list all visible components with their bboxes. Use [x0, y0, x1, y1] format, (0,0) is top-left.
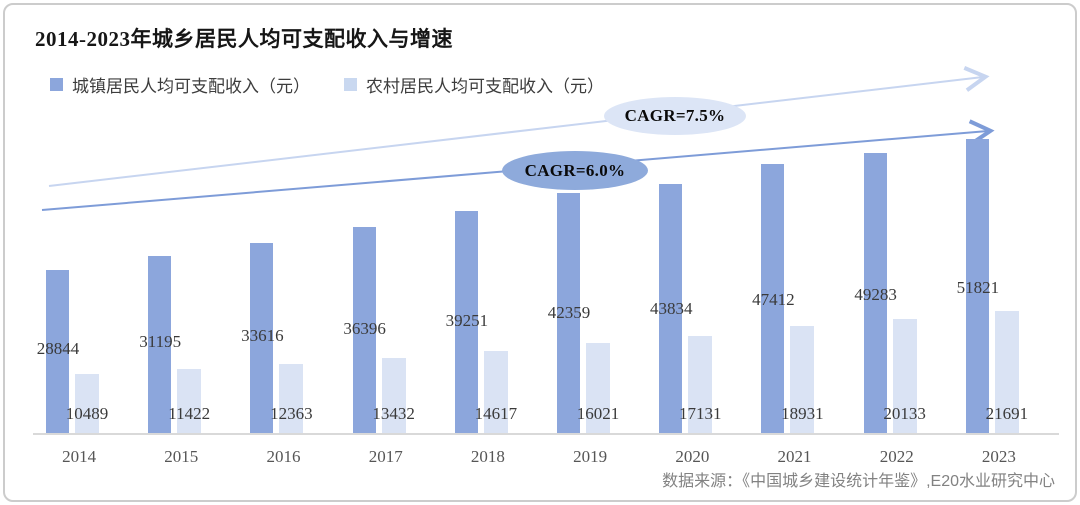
urban-value-label: 39251	[445, 311, 489, 330]
cagr-urban-badge: CAGR=6.0%	[502, 151, 648, 190]
bar-group: 49283 20133	[853, 62, 955, 434]
urban-value-label: 49283	[854, 285, 897, 304]
bar-group: 39251 14617	[444, 62, 546, 434]
bar-group: 43834 17131	[648, 62, 750, 434]
urban-bar	[761, 164, 785, 434]
rural-value-label: 17131	[678, 404, 722, 423]
urban-bar	[659, 184, 683, 434]
chart-title: 2014-2023年城乡居民人均可支配收入与增速	[35, 27, 453, 51]
x-axis-label: 2019	[573, 447, 608, 466]
x-axis-labels: 2014 2015 2016 2017 2018 2019 2020 2021 2022 2023	[35, 447, 1057, 467]
rural-bar	[177, 369, 202, 434]
bar-group: 28844 10489	[35, 62, 137, 434]
x-axis-label: 2022	[879, 447, 914, 466]
rural-value-label: 16021	[576, 404, 620, 423]
urban-bar	[250, 243, 274, 434]
rural-value-label: 14617	[474, 404, 518, 423]
rural-bar	[994, 311, 1019, 434]
bar-group: 33616 12363	[239, 62, 341, 434]
urban-bar	[352, 227, 376, 434]
rural-bar	[688, 336, 713, 434]
rural-value-label: 12363	[270, 404, 313, 423]
x-axis-label: 2020	[675, 447, 710, 466]
rural-bar	[279, 364, 304, 434]
urban-value-label: 33616	[241, 326, 284, 345]
rural-value-label: 13432	[372, 404, 415, 423]
urban-bar	[46, 270, 69, 434]
urban-value-label: 51821	[956, 278, 1000, 297]
rural-bar	[75, 374, 99, 434]
rural-value-label: 20133	[883, 404, 926, 423]
rural-value-label: 18931	[781, 404, 824, 423]
urban-value-label: 47412	[752, 290, 795, 309]
bar-group: 51821 21691	[955, 62, 1057, 434]
rural-bar	[790, 326, 815, 434]
urban-bar	[148, 256, 172, 434]
x-axis-label: 2023	[981, 447, 1016, 466]
x-axis-label: 2014	[62, 447, 97, 466]
x-axis-label: 2018	[470, 447, 505, 466]
urban-value-label: 28844	[36, 339, 80, 358]
urban-value-label: 31195	[139, 332, 182, 351]
urban-bar	[557, 193, 581, 434]
cagr-rural-badge: CAGR=7.5%	[604, 97, 746, 135]
bar-group: 36396 13432	[342, 62, 444, 434]
rural-bar	[892, 319, 917, 434]
urban-value-label: 43834	[649, 299, 693, 318]
x-axis-label: 2015	[164, 447, 199, 466]
cagr-rural-label: CAGR=7.5%	[624, 106, 726, 125]
plot-area: 28844 10489 31195 11422 33616 12363 3639…	[33, 62, 1059, 435]
x-axis-label: 2016	[266, 447, 301, 466]
data-source: 数据来源：《中国城乡建设统计年鉴》,E20水业研究中心	[662, 473, 1055, 490]
bar-group: 47412 18931	[750, 62, 852, 434]
urban-bar	[863, 153, 887, 434]
urban-bar	[965, 139, 989, 434]
urban-value-label: 42359	[547, 303, 591, 322]
rural-bar	[381, 358, 406, 434]
bar-group: 31195 11422	[137, 62, 239, 434]
x-axis-label: 2017	[368, 447, 403, 466]
bar-group: 42359 16021	[546, 62, 648, 434]
x-axis-label: 2021	[777, 447, 812, 466]
chart-card: 2014-2023年城乡居民人均可支配收入与增速 城镇居民人均可支配收入（元） …	[3, 3, 1077, 502]
rural-value-label: 11422	[168, 404, 211, 423]
rural-bar	[483, 351, 508, 434]
rural-bar	[586, 343, 611, 434]
cagr-urban-label: CAGR=6.0%	[524, 160, 626, 180]
rural-value-label: 21691	[985, 404, 1029, 423]
urban-value-label: 36396	[343, 319, 386, 338]
rural-value-label: 10489	[65, 404, 109, 423]
bar-groups: 28844 10489 31195 11422 33616 12363 3639…	[35, 62, 1057, 434]
urban-bar	[454, 211, 478, 434]
x-axis-line	[33, 433, 1059, 435]
